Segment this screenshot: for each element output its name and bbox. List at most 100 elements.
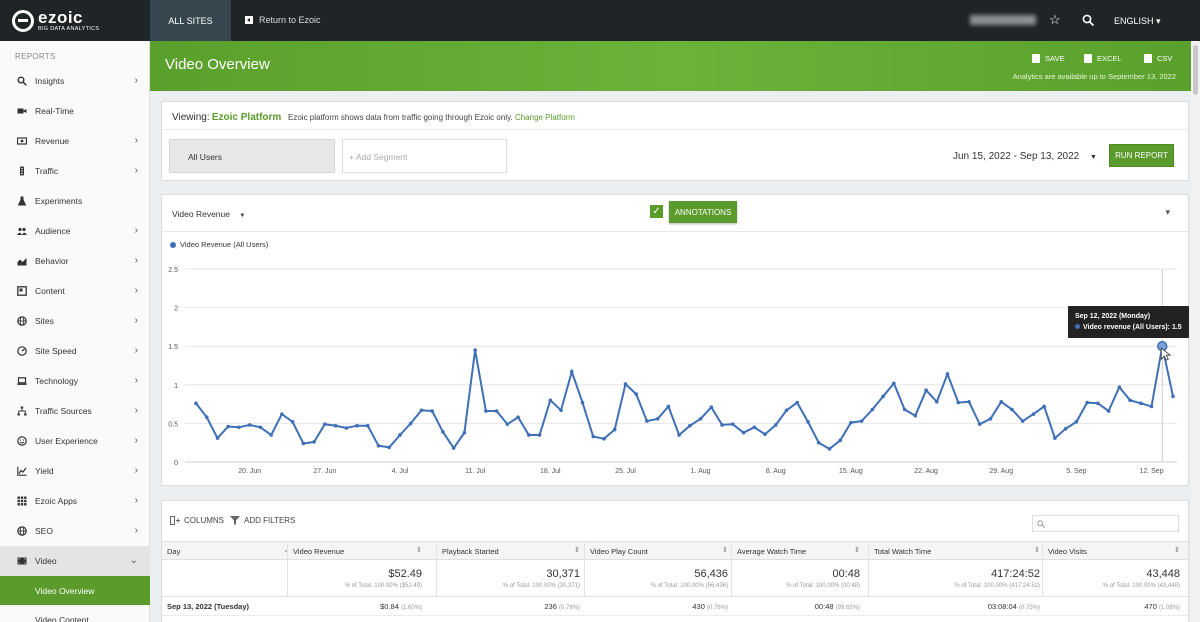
data-point	[1063, 427, 1068, 431]
sidebar-item-yield[interactable]: Yield ›	[0, 456, 150, 486]
column-header[interactable]: Day	[167, 547, 181, 556]
change-platform-link[interactable]: Change Platform	[514, 113, 575, 122]
scrollbar-thumb[interactable]	[1193, 45, 1198, 95]
table-toolbar: COLUMNS ADD FILTERS	[162, 501, 1188, 541]
segment-all-users[interactable]: All Users	[169, 139, 335, 173]
data-point	[741, 430, 746, 435]
data-point	[258, 425, 263, 430]
platform-description: Ezoic platform shows data from traffic g…	[288, 113, 513, 122]
x-tick-label: 20. Jun	[238, 468, 261, 475]
date-range-picker[interactable]: Jun 15, 2022 - Sep 13, 2022 ▼	[953, 151, 1097, 162]
column-header[interactable]: Video Visits	[1048, 547, 1087, 556]
table-cell: 00:48 (99.65%)	[815, 602, 860, 611]
sidebar-item-seo[interactable]: SEO ›	[0, 516, 150, 546]
data-point	[1106, 409, 1111, 413]
sidebar-item-technology[interactable]: Technology ›	[0, 366, 150, 396]
language-select[interactable]: ENGLISH ▾	[1114, 16, 1161, 26]
data-point	[838, 438, 842, 443]
annotations-button[interactable]: ANNOTATIONS	[669, 201, 737, 223]
data-point	[688, 423, 692, 428]
excel-button[interactable]: EXCEL	[1084, 54, 1122, 63]
chart-card: Video Revenue ▼ ✓ ANNOTATIONS ▾ Video Re…	[161, 194, 1189, 486]
brand-tagline: BIG DATA ANALYTICS	[38, 25, 100, 32]
x-tick-label: 22. Aug	[914, 468, 938, 475]
data-point	[677, 433, 681, 437]
sidebar-item-behavior[interactable]: Behavior ›	[0, 246, 150, 276]
data-point	[849, 420, 853, 425]
metric-select[interactable]: Video Revenue ▼	[172, 209, 245, 219]
chevron-icon: ›	[134, 285, 138, 296]
video-revenue-line-chart[interactable]: 0 0.5 1 1.5 2 2.5 20. Jun 27. Jun 4. Jul 11. Jul 1…	[162, 195, 1190, 487]
sidebar-item-label: Revenue	[35, 136, 70, 146]
sidebar-item-site-speed[interactable]: Site Speed ›	[0, 336, 150, 366]
cell-value: 236	[544, 602, 557, 611]
data-point	[408, 421, 413, 426]
data-point	[924, 388, 928, 393]
column-header[interactable]: Playback Started	[442, 547, 499, 556]
data-point	[1042, 404, 1046, 409]
column-separator	[436, 542, 437, 559]
sort-icon[interactable]: ⇕	[1034, 547, 1040, 554]
save-button[interactable]: SAVE	[1032, 54, 1064, 63]
sidebar-item-real-time[interactable]: Real-Time	[0, 96, 150, 126]
sort-icon[interactable]: ⇕	[574, 547, 580, 554]
data-point	[537, 433, 542, 437]
total-percentage: % of Total: 100.00% (43,448)	[1102, 583, 1180, 589]
sidebar-item-insights[interactable]: Insights ›	[0, 66, 150, 96]
x-tick-label: 8. Aug	[766, 468, 786, 475]
sidebar-item-experiments[interactable]: Experiments	[0, 186, 150, 216]
sidebar-item-traffic-sources[interactable]: Traffic Sources ›	[0, 396, 150, 426]
sidebar-item-content[interactable]: Content ›	[0, 276, 150, 306]
return-to-ezoic-link[interactable]: Return to Ezoic	[245, 15, 321, 25]
table-search-input[interactable]	[1032, 515, 1179, 532]
data-point	[516, 415, 520, 420]
run-report-button[interactable]: RUN REPORT	[1109, 144, 1174, 167]
page-scrollbar[interactable]	[1191, 41, 1200, 622]
tab-all-sites[interactable]: ALL SITES	[150, 0, 231, 41]
annotations-checkbox[interactable]: ✓	[650, 205, 663, 218]
column-header[interactable]: Video Revenue	[293, 547, 345, 556]
sort-icon[interactable]: ⇕	[416, 547, 422, 554]
sidebar-subitem-video-overview[interactable]: Video Overview	[0, 576, 150, 605]
star-icon[interactable]: ☆	[1049, 12, 1061, 27]
add-filters-button[interactable]: ADD FILTERS	[230, 516, 295, 525]
ezoic-logo[interactable]: ezoic BIG DATA ANALYTICS	[0, 0, 150, 41]
chart-collapse-toggle[interactable]: ▾	[1165, 207, 1170, 217]
table-row[interactable]: Sep 13, 2022 (Tuesday) $0.84 (1.60%) 236 (…	[162, 597, 1188, 616]
chevron-icon: ›	[134, 465, 138, 476]
camera-icon	[16, 105, 28, 117]
chevron-icon: ›	[134, 165, 138, 176]
chevron-down-icon[interactable]: ⌄	[283, 547, 289, 554]
sidebar-item-ezoic-apps[interactable]: Ezoic Apps ›	[0, 486, 150, 516]
sort-icon[interactable]: ⇕	[1174, 547, 1180, 554]
csv-button[interactable]: CSV	[1144, 54, 1172, 63]
sidebar-item-revenue[interactable]: Revenue ›	[0, 126, 150, 156]
table-cell: 430 (0.76%)	[692, 602, 728, 611]
sidebar-item-audience[interactable]: Audience ›	[0, 216, 150, 246]
chart-legend[interactable]: Video Revenue (All Users)	[170, 240, 268, 249]
data-point	[859, 419, 864, 423]
sidebar-item-sites[interactable]: Sites ›	[0, 306, 150, 336]
data-point	[988, 416, 993, 421]
data-point	[698, 416, 703, 421]
sort-icon[interactable]: ⇕	[722, 547, 728, 554]
column-header[interactable]: Total Watch Time	[874, 547, 932, 556]
column-header[interactable]: Average Watch Time	[737, 547, 807, 556]
sidebar-subitem-video-content[interactable]: Video Content	[35, 614, 89, 622]
user-name-blurred[interactable]	[970, 15, 1036, 25]
sidebar-item-video[interactable]: Video ⌄	[0, 546, 150, 576]
sidebar-item-user-experience[interactable]: User Experience ›	[0, 426, 150, 456]
search-icon[interactable]	[1082, 14, 1095, 27]
data-point	[752, 425, 757, 430]
columns-button[interactable]: COLUMNS	[170, 516, 224, 525]
data-point	[902, 407, 907, 412]
add-segment-input[interactable]: + Add Segment	[342, 139, 507, 173]
x-tick-label: 27. Jun	[313, 468, 336, 475]
column-header[interactable]: Video Play Count	[590, 547, 648, 556]
sidebar-item-traffic[interactable]: Traffic ›	[0, 156, 150, 186]
x-tick-label: 5. Sep	[1066, 468, 1086, 475]
sidebar-item-label: Behavior	[35, 256, 69, 266]
data-point	[645, 419, 649, 423]
data-point	[795, 400, 800, 405]
sort-icon[interactable]: ⇕	[854, 547, 860, 554]
